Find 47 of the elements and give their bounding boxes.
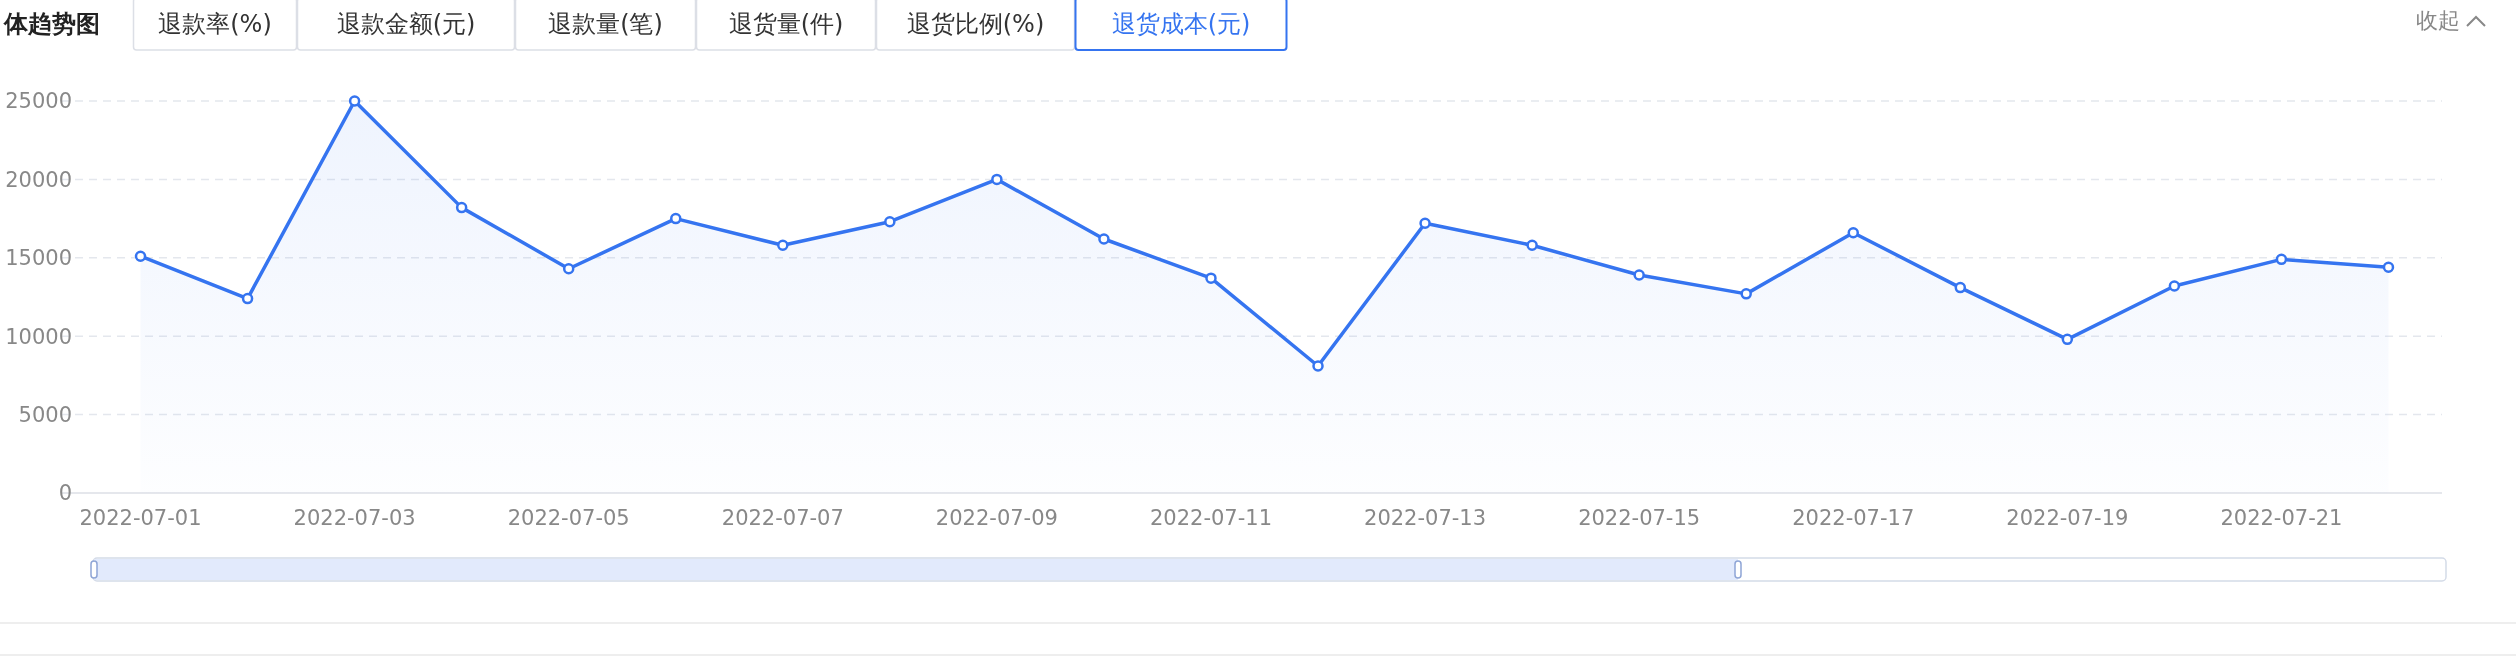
point <box>991 173 1003 186</box>
point <box>1419 217 1431 230</box>
text: 退款金额(元) <box>336 10 476 38</box>
text: 退货量(件) <box>728 10 844 38</box>
y-tick-label: 20000 <box>5 167 72 192</box>
point <box>2382 261 2395 273</box>
point <box>2275 253 2288 266</box>
point <box>241 292 254 305</box>
x-tick-label: 2022-07-13 <box>1364 506 1487 530</box>
chart-title: 体趋势图 <box>3 10 100 38</box>
point <box>134 250 147 262</box>
point <box>1098 233 1110 245</box>
y-tick-label: 5000 <box>18 402 72 427</box>
y-tick-label: 15000 <box>5 246 72 271</box>
point <box>1205 272 1217 284</box>
text: 退款量(笔) <box>548 10 663 38</box>
text: 退款率(%) <box>158 10 272 38</box>
x-tick-label: 2022-07-15 <box>1578 506 1701 530</box>
x-tick-label: 2022-07-03 <box>293 506 416 530</box>
point <box>1954 281 1967 294</box>
point <box>2061 333 2074 346</box>
y-tick-label: 10000 <box>5 324 72 349</box>
y-tick-label: 25000 <box>5 89 72 114</box>
point <box>348 95 361 107</box>
y-tick-label: 0 <box>58 481 72 506</box>
point <box>1847 226 1859 239</box>
x-tick-label: 2022-07-19 <box>2006 506 2129 530</box>
point <box>670 212 682 225</box>
x-tick-label: 2022-07-05 <box>507 506 630 530</box>
x-tick-label: 2022-07-21 <box>2220 506 2343 530</box>
x-tick-label: 2022-07-01 <box>79 506 202 530</box>
point <box>455 201 468 214</box>
x-tick-label: 2022-07-07 <box>721 506 844 530</box>
x-tick-label: 2022-07-09 <box>935 506 1058 530</box>
text: 收起 <box>2416 8 2460 33</box>
point <box>1740 288 1752 300</box>
text: 退货比例(%) <box>906 10 1045 38</box>
x-tick-label: 2022-07-17 <box>1792 506 1915 530</box>
point <box>2168 280 2181 292</box>
point <box>777 239 789 252</box>
point <box>1312 360 1324 372</box>
point <box>884 215 896 228</box>
point <box>1633 269 1645 281</box>
text: 退货成本(元) <box>1111 10 1251 38</box>
x-tick-label: 2022-07-11 <box>1149 506 1272 530</box>
point <box>562 263 575 275</box>
point <box>1526 239 1538 252</box>
